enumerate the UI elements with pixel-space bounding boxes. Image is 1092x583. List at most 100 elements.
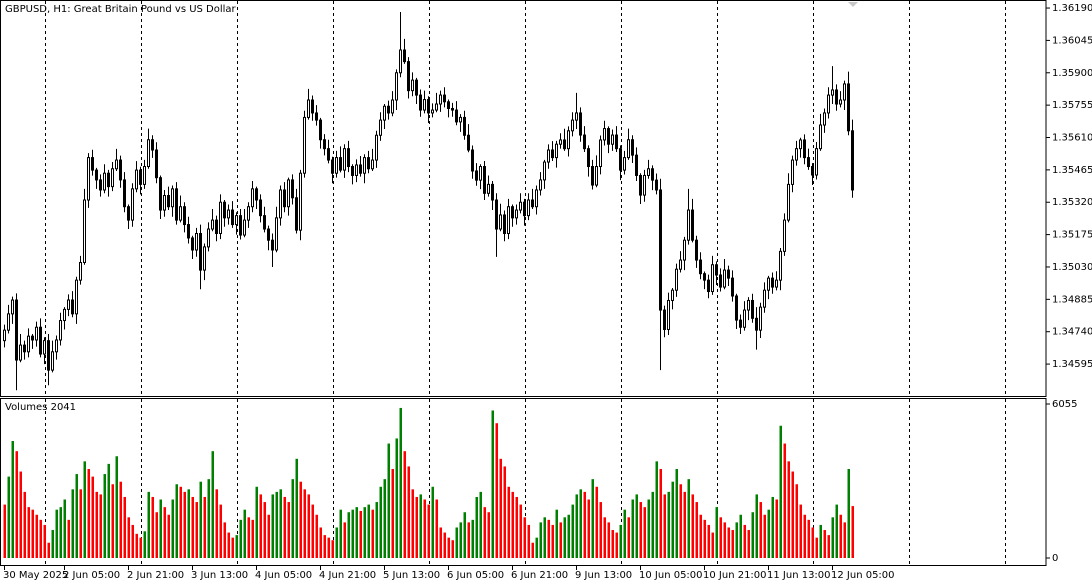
candle-body [387,105,390,114]
volume-bar [531,542,534,558]
candle-body [807,157,810,168]
volume-bar [175,484,178,558]
candle-body [303,116,306,174]
candle-body [79,262,82,281]
candle-body [331,159,334,174]
volume-bar [471,519,474,558]
candle-body [431,109,434,114]
volume-bar [683,491,686,558]
volume-bar [639,502,642,558]
candle-body [839,99,842,105]
candle-body [339,157,342,171]
candle-body [323,139,326,150]
candle-body [547,149,550,163]
volume-bar [115,456,118,558]
volume-bar [151,496,154,558]
candle-body [135,169,138,190]
volume-bar [559,522,562,558]
candle-body [259,199,262,217]
candle-body [707,279,710,293]
candle-body [363,157,366,174]
candle-body [159,177,162,211]
candle-body [415,79,418,96]
volume-bar [615,532,618,558]
y-tick-label: 1.36045 [1052,35,1092,46]
candle-body [15,299,18,361]
volume-bar [27,507,30,558]
x-tick-label: 10 Jun 05:00 [639,570,703,581]
volume-bar [619,524,622,558]
candle-body [651,168,654,181]
volume-bar [519,504,522,558]
volume-bar [447,537,450,558]
candle-body [619,148,622,171]
volume-bar [39,519,42,558]
candle-body [407,61,410,92]
candle-body [631,139,634,156]
volume-bar [799,504,802,558]
candle-body [595,166,598,186]
volume-bar [803,514,806,558]
volume-bar [195,502,198,558]
volume-bar [55,509,58,558]
volume-bar [351,509,354,558]
volume-bar [271,494,274,558]
volume-bar [795,484,798,558]
volume-bar [203,496,206,558]
candle-body [275,217,278,251]
volume-bar [535,537,538,558]
volume-bar [403,451,406,558]
x-tick-label: 30 May 2025 [3,570,68,581]
candle-body [823,112,826,126]
volume-bar [823,530,826,558]
candle-body [143,166,146,185]
volume-bar [575,494,578,558]
volume-panel-frame [0,398,1047,566]
candle-body [443,94,446,103]
volume-bar [839,514,842,558]
volume-bar [7,476,10,558]
candle-body [211,219,214,230]
candle-body [295,197,298,231]
volume-bar [227,532,230,558]
candle-body [515,209,518,219]
volume-bar [731,530,734,558]
volume-bar [463,512,466,558]
volume-bar [259,494,262,558]
volume-bar [695,502,698,558]
candle-body [739,319,742,328]
candle-body [355,164,358,176]
y-tick-label: 1.35610 [1052,133,1092,144]
candle-body [803,139,806,159]
candle-body [471,149,474,172]
volume-bar [47,542,50,558]
candle-body [235,215,238,226]
candle-body [51,351,54,371]
volume-bar [327,537,330,558]
volume-bar [255,486,258,558]
volume-bar [607,522,610,558]
volume-bar [391,468,394,558]
candle-body [719,274,722,288]
candle-body [267,228,270,241]
candle-body [755,317,758,331]
candle-body [583,134,586,150]
candle-body [127,206,130,221]
candle-body [99,179,102,191]
volume-bar [747,530,750,558]
volume-bar [735,522,738,558]
candle-body [31,335,34,341]
volume-bar [15,451,18,558]
candle-body [35,326,38,341]
y-tick-label: 1.35175 [1052,230,1092,241]
candle-body [643,174,646,196]
candle-body [451,107,454,111]
volume-bar [623,509,626,558]
candle-body [91,157,94,171]
candle-body [175,188,178,221]
candle-body [815,148,818,176]
candle-body [455,109,458,123]
candle-body [55,339,58,353]
candle-body [679,259,682,270]
